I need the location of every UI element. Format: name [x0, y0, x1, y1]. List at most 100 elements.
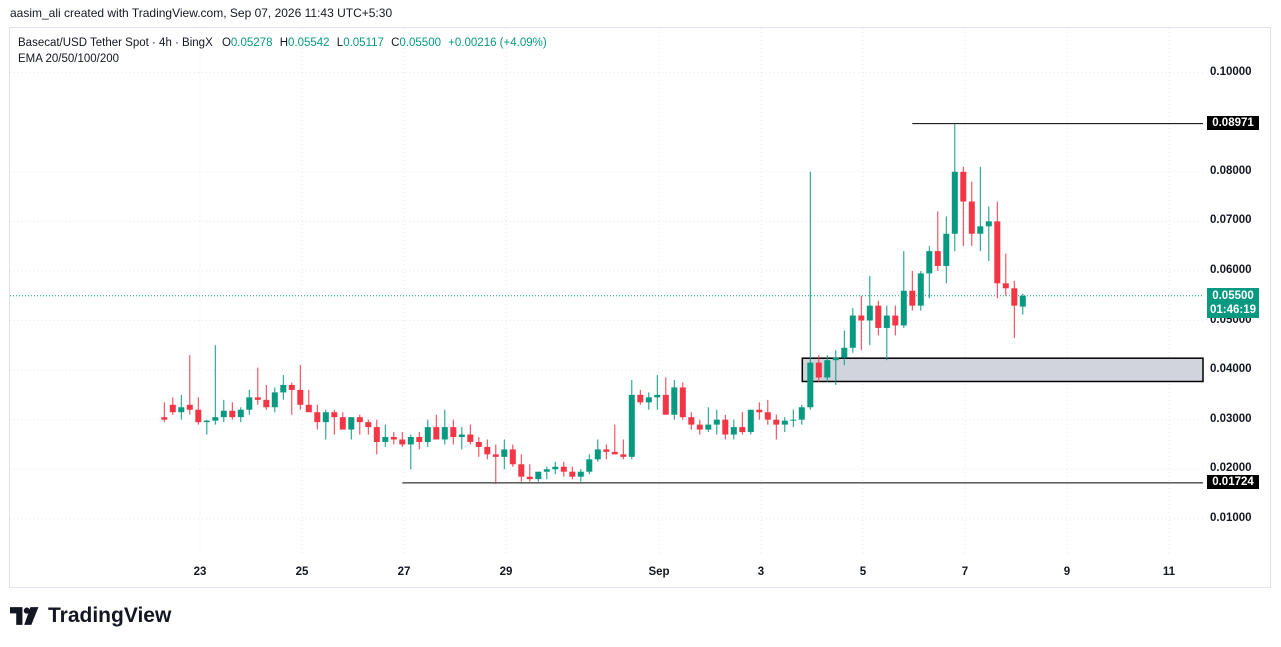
- candle[interactable]: [535, 471, 542, 482]
- candle[interactable]: [1019, 293, 1026, 315]
- candle[interactable]: [475, 437, 482, 457]
- candle[interactable]: [390, 432, 397, 445]
- candle[interactable]: [501, 439, 508, 470]
- tradingview-logo[interactable]: TradingView: [10, 604, 171, 628]
- candle[interactable]: [348, 417, 355, 440]
- candle[interactable]: [450, 419, 457, 445]
- indicator-label[interactable]: EMA 20/50/100/200: [18, 53, 120, 65]
- candle[interactable]: [985, 206, 992, 262]
- candle[interactable]: [688, 412, 695, 430]
- candle[interactable]: [229, 402, 236, 420]
- candle[interactable]: [254, 367, 261, 405]
- candle[interactable]: [212, 345, 219, 425]
- symbol-name[interactable]: Basecat/USD Tether Spot · 4h · BingX: [18, 37, 213, 49]
- candle[interactable]: [373, 419, 380, 455]
- candle[interactable]: [288, 382, 295, 415]
- candle[interactable]: [611, 424, 618, 455]
- candle[interactable]: [943, 216, 950, 284]
- candle[interactable]: [246, 389, 253, 415]
- candle[interactable]: [416, 432, 423, 450]
- candle[interactable]: [654, 375, 661, 410]
- candle[interactable]: [407, 434, 414, 470]
- candle[interactable]: [237, 407, 244, 423]
- candle[interactable]: [560, 461, 567, 477]
- candle[interactable]: [798, 404, 805, 425]
- candle[interactable]: [543, 466, 550, 480]
- candle[interactable]: [161, 402, 168, 423]
- candle[interactable]: [569, 466, 576, 480]
- candle[interactable]: [951, 123, 958, 252]
- candle[interactable]: [977, 166, 984, 252]
- candle[interactable]: [365, 419, 372, 435]
- candle[interactable]: [1002, 253, 1009, 296]
- candle[interactable]: [713, 409, 720, 435]
- candle[interactable]: [203, 419, 210, 435]
- candle[interactable]: [994, 201, 1001, 299]
- candle[interactable]: [662, 377, 669, 415]
- candle[interactable]: [331, 409, 338, 435]
- candle[interactable]: [178, 394, 185, 420]
- candle[interactable]: [186, 355, 193, 415]
- candle[interactable]: [781, 417, 788, 433]
- candle[interactable]: [730, 419, 737, 440]
- candle[interactable]: [926, 246, 933, 299]
- candle[interactable]: [518, 454, 525, 482]
- candle[interactable]: [883, 305, 890, 361]
- candle[interactable]: [696, 419, 703, 435]
- candle[interactable]: [637, 389, 644, 405]
- candle[interactable]: [841, 330, 848, 366]
- candle[interactable]: [484, 439, 491, 460]
- candle[interactable]: [756, 402, 763, 420]
- candle[interactable]: [433, 414, 440, 440]
- candle[interactable]: [892, 305, 899, 336]
- candle[interactable]: [790, 409, 797, 428]
- candle[interactable]: [577, 469, 584, 482]
- candle[interactable]: [356, 414, 363, 435]
- candle[interactable]: [671, 380, 678, 420]
- candle[interactable]: [399, 432, 406, 447]
- candle[interactable]: [1011, 280, 1018, 338]
- candle[interactable]: [492, 444, 499, 485]
- candle[interactable]: [382, 424, 389, 447]
- candle[interactable]: [594, 439, 601, 462]
- candle[interactable]: [705, 407, 712, 433]
- candle[interactable]: [305, 389, 312, 413]
- candle[interactable]: [934, 211, 941, 271]
- candle[interactable]: [739, 412, 746, 435]
- candle[interactable]: [849, 308, 856, 353]
- candle[interactable]: [620, 439, 627, 460]
- candle[interactable]: [858, 295, 865, 351]
- candle[interactable]: [314, 404, 321, 430]
- candle[interactable]: [195, 397, 202, 425]
- candle[interactable]: [807, 171, 814, 410]
- candle[interactable]: [875, 300, 882, 336]
- candle[interactable]: [866, 275, 873, 346]
- candle[interactable]: [467, 424, 474, 445]
- candle[interactable]: [322, 409, 329, 440]
- candle[interactable]: [271, 387, 278, 413]
- candle[interactable]: [960, 166, 967, 247]
- candle[interactable]: [441, 409, 448, 445]
- candle[interactable]: [263, 384, 270, 410]
- candle[interactable]: [552, 461, 559, 475]
- candle[interactable]: [628, 380, 635, 460]
- candle[interactable]: [603, 444, 610, 460]
- candle[interactable]: [220, 399, 227, 423]
- candle[interactable]: [424, 419, 431, 447]
- candle[interactable]: [968, 181, 975, 247]
- candle[interactable]: [722, 414, 729, 440]
- candle[interactable]: [509, 444, 516, 467]
- candle[interactable]: [815, 355, 822, 383]
- candle[interactable]: [917, 270, 924, 311]
- candle[interactable]: [297, 365, 304, 410]
- candle[interactable]: [586, 454, 593, 475]
- candle[interactable]: [526, 464, 533, 482]
- candle[interactable]: [679, 382, 686, 420]
- candle[interactable]: [339, 412, 346, 430]
- candle[interactable]: [169, 397, 176, 415]
- candle[interactable]: [764, 399, 771, 425]
- candle[interactable]: [773, 414, 780, 440]
- candle[interactable]: [909, 270, 916, 311]
- candle[interactable]: [832, 350, 839, 385]
